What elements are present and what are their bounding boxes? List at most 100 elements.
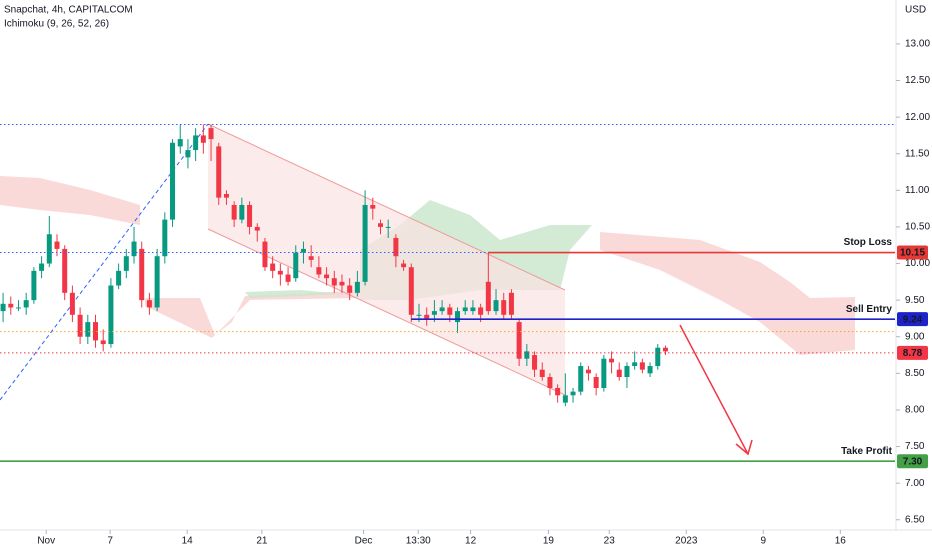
candle-body: [547, 377, 553, 388]
candle-body: [262, 241, 268, 268]
candle-body: [162, 219, 168, 257]
y-tick-label: 10.50: [905, 222, 930, 233]
candle-body: [585, 369, 591, 374]
candle-body: [555, 387, 561, 396]
candle-body: [439, 307, 445, 312]
candle-body: [116, 270, 122, 286]
candle-body: [185, 150, 191, 158]
candle-body: [370, 204, 376, 209]
price-tag-label: 8.78: [903, 348, 923, 359]
candle-body: [493, 300, 499, 312]
candle-body: [0, 303, 6, 312]
candle-body: [54, 241, 60, 249]
candle-body: [455, 311, 461, 323]
price-tag-label: 10.15: [900, 248, 925, 259]
candle-body: [447, 307, 453, 315]
y-tick-label: 7.00: [905, 478, 925, 489]
price-tag: [897, 312, 928, 327]
candle-body: [154, 256, 160, 308]
y-tick-label: 8.00: [905, 405, 925, 416]
candle-body: [532, 355, 538, 370]
candle-body: [46, 234, 52, 264]
candle-body: [69, 292, 75, 315]
candle-body: [362, 204, 368, 282]
axis-unit: USD: [905, 5, 926, 16]
candle-body: [601, 358, 607, 388]
trend-line: [0, 123, 209, 401]
candle-body: [416, 314, 422, 316]
candle-body: [146, 300, 152, 308]
candle-body: [524, 351, 530, 359]
candle-body: [131, 241, 137, 257]
level-name: Sell Entry: [846, 304, 893, 315]
channel-lower: [207, 228, 566, 396]
chart-title: Snapchat, 4h, CAPITALCOM: [4, 5, 133, 16]
candle-body: [77, 314, 83, 337]
price-tag: [897, 245, 928, 260]
candle-body: [239, 204, 245, 220]
candle-body: [23, 300, 29, 308]
candle-body: [100, 340, 106, 345]
candle-body: [170, 142, 176, 220]
decorations: [0, 0, 932, 531]
x-tick-label: 23: [604, 536, 616, 547]
candle-body: [485, 281, 491, 312]
candle-body: [324, 274, 330, 279]
x-tick-label: 2023: [675, 536, 698, 547]
candle-body: [62, 248, 68, 293]
candle-body: [462, 307, 468, 312]
y-tick-label: 9.50: [905, 295, 925, 306]
candle-body: [123, 256, 129, 271]
candle-body: [247, 204, 253, 227]
candle-body: [223, 193, 229, 198]
x-tick-label: 12: [465, 536, 477, 547]
x-tick-label: 13:30: [406, 536, 431, 547]
candle-body: [231, 204, 237, 220]
y-tick-label: 8.50: [905, 368, 925, 379]
level-name: Stop Loss: [844, 237, 893, 248]
price-tag: [897, 345, 928, 360]
candle-body: [578, 366, 584, 392]
y-tick-label: 11.50: [905, 148, 930, 159]
candle-body: [331, 278, 337, 286]
candle-body: [300, 248, 306, 253]
ichimoku-cloud-red: [0, 176, 140, 225]
ichimoku-cloud-red: [600, 232, 855, 355]
candle-body: [478, 307, 484, 315]
candle-body: [424, 314, 430, 319]
candle-body: [647, 366, 653, 374]
candle-body: [539, 369, 545, 378]
candle-body: [31, 270, 37, 301]
candle-body: [655, 347, 661, 367]
candle-body: [85, 322, 91, 337]
candle-body: [347, 285, 353, 293]
y-tick-label: 12.00: [905, 112, 930, 123]
candle-body: [377, 223, 383, 227]
candle-body: [270, 263, 276, 271]
x-tick-label: Dec: [355, 536, 373, 547]
candle-body: [316, 267, 322, 275]
candle-body: [508, 292, 514, 315]
y-tick-label: 6.50: [905, 514, 925, 525]
candle-body: [108, 285, 114, 345]
candle-body: [277, 270, 283, 275]
candle-body: [431, 311, 437, 315]
candle-body: [308, 256, 314, 260]
arrow-shaft: [679, 324, 749, 455]
candle-body: [570, 391, 576, 396]
candle-body: [385, 226, 391, 228]
y-tick-label: 11.00: [905, 185, 930, 196]
x-tick-label: Nov: [37, 536, 55, 547]
price-tag: [897, 454, 928, 469]
x-tick-label: 9: [761, 536, 767, 547]
candle-body: [639, 362, 645, 370]
y-tick-label: 13.00: [905, 39, 930, 50]
candle-body: [401, 263, 407, 268]
y-tick-label: 10.00: [905, 258, 930, 269]
candle-body: [562, 395, 568, 403]
candle-body: [662, 347, 668, 352]
candle-body: [354, 281, 360, 293]
y-tick-label: 7.50: [905, 441, 925, 452]
channel-fill: [208, 124, 565, 395]
